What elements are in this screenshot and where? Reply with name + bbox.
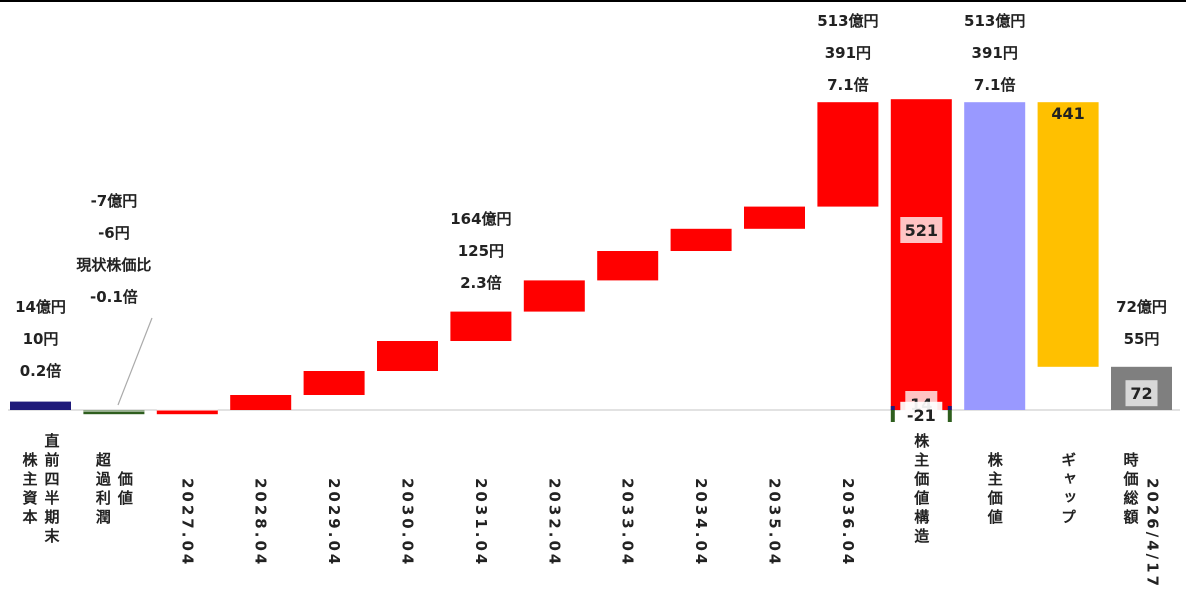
annotation-excess-line-2: 現状株価比	[76, 256, 151, 274]
category-label-y2033-0: 2033.04	[619, 478, 637, 567]
annotation-equity-line-1: 10円	[23, 330, 59, 348]
inline-label-structure-2: -21	[907, 406, 936, 425]
annotation-excess-line-1: -6円	[98, 224, 130, 242]
category-label-excess-0: 超過利潤	[94, 451, 112, 528]
bar-y2029	[303, 371, 365, 395]
bar-y2033	[597, 251, 659, 281]
category-label-y2032-0: 2032.04	[545, 478, 563, 567]
bar-value	[964, 102, 1026, 410]
annotation-y2031-line-2: 2.3倍	[460, 274, 502, 292]
category-label-mcap-0: 時価総額	[1122, 451, 1140, 528]
bar-y2034	[670, 228, 732, 251]
annotation-y2031-line-1: 125円	[458, 242, 504, 260]
annotation-y2036-line-2: 7.1倍	[827, 76, 869, 94]
annotation-excess-line-3: -0.1倍	[90, 288, 138, 306]
bar-y2035	[744, 206, 805, 229]
annotation-y2036-line-1: 391円	[825, 44, 871, 62]
category-label-y2029-0: 2029.04	[325, 478, 343, 567]
bar-equity	[10, 401, 71, 410]
bar-structure-excess-total	[890, 99, 952, 410]
category-label-equity-0: 株主資本	[21, 451, 39, 528]
bar-structure-equity-right	[947, 406, 952, 410]
annotation-y2031-line-0: 164億円	[450, 210, 511, 228]
annotation-equity-line-2: 0.2倍	[20, 362, 62, 380]
annotation-value-line-0: 513億円	[964, 12, 1025, 30]
bar-y2027	[156, 410, 218, 415]
bar-y2036	[817, 102, 879, 207]
annotation-y2036-line-0: 513億円	[817, 12, 878, 30]
bar-y2031	[450, 311, 512, 341]
inline-label-mcap-4: 72	[1130, 384, 1152, 403]
inline-label-box-structure-2	[900, 401, 943, 428]
annotation-value-line-2: 7.1倍	[974, 76, 1016, 94]
annotation-value-line-1: 391円	[972, 44, 1018, 62]
category-label-y2028-0: 2028.04	[252, 478, 270, 567]
category-label-y2030-0: 2030.04	[399, 478, 417, 567]
category-label-mcap-1: 2026/4/17	[1144, 478, 1162, 589]
bar-y2028	[230, 395, 292, 410]
bar-y2030	[377, 341, 438, 371]
inline-label-gap-3: 441	[1051, 104, 1084, 123]
category-label-y2035-0: 2035.04	[766, 478, 784, 567]
bar-structure-negative-right	[947, 410, 952, 422]
inline-label-box-mcap-4	[1125, 380, 1158, 407]
category-label-structure-0: 株主価値構造	[912, 432, 930, 547]
annotation-equity-line-0: 14億円	[15, 298, 66, 316]
inline-label-box-structure-0	[900, 217, 943, 243]
category-label-value-0: 株主価値	[986, 451, 1004, 528]
bar-gap	[1037, 102, 1099, 367]
bar-structure-equity-left	[890, 406, 895, 410]
category-label-y2036-0: 2036.04	[839, 478, 857, 567]
annotation-mcap-line-1: 55円	[1124, 330, 1160, 348]
bar-structure-negative-left	[890, 410, 895, 422]
annotation-mcap-line-0: 72億円	[1116, 298, 1167, 316]
annotation-excess-line-0: -7億円	[91, 192, 138, 210]
inline-label-structure-0: 521	[905, 221, 938, 240]
category-label-y2031-0: 2031.04	[472, 478, 490, 567]
bar-y2032	[523, 280, 585, 312]
bar-excess	[83, 410, 145, 415]
annotation-excess-leader	[117, 317, 153, 406]
category-label-excess-1: 価値	[116, 470, 134, 509]
category-label-y2027-0: 2027.04	[178, 478, 196, 567]
category-label-equity-1: 直前四半期末	[43, 432, 61, 547]
category-label-gap-0: ギャップ	[1059, 452, 1077, 528]
category-label-y2034-0: 2034.04	[692, 478, 710, 567]
